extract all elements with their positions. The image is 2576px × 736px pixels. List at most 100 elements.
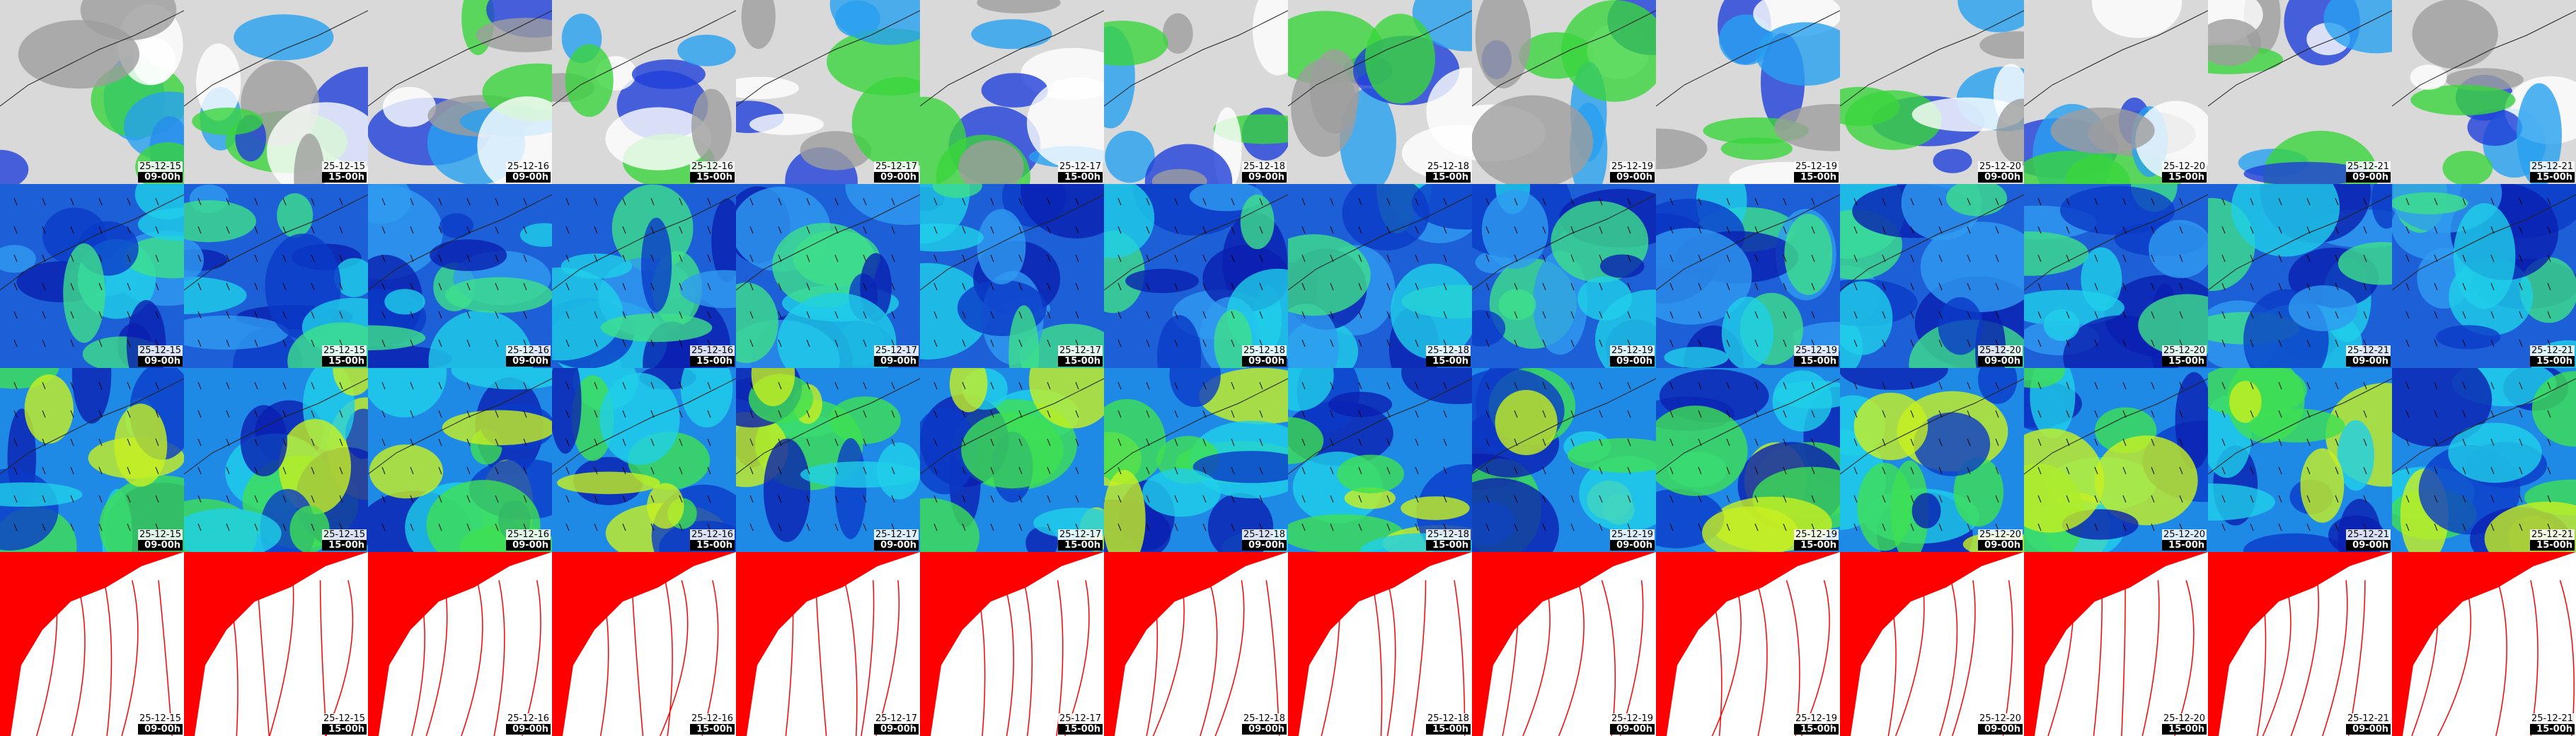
map-panel: 25-12-15 09-00h [0,0,184,184]
field-blob [1756,22,1840,86]
field-blob [1288,368,1334,411]
wind-barb [1938,381,1943,390]
wind-barb [1117,495,1122,503]
field-blob [2149,219,2208,279]
field-blob [1472,95,1594,184]
wind-barb [1514,495,1518,503]
wind-barb [381,311,386,319]
wind-barb [1117,282,1122,291]
wind-barb [495,438,499,447]
map-panel: 25-12-20 15-00h [2024,0,2208,184]
field-blob [829,0,920,45]
field-blob [1957,0,2024,33]
timestamp: 25-12-16 09-00h [505,161,551,183]
wind-barb [13,381,18,390]
wind-barb [2335,311,2339,319]
wind-barb [197,410,202,418]
wind-barb [1938,197,1943,206]
wind-barb [155,438,159,447]
time-label: 09-00h [137,724,183,735]
wind-barb [2179,254,2183,263]
wind-barb [1938,226,1943,234]
wind-barb [778,254,782,263]
wind-barb [70,197,74,206]
wind-barb [2519,339,2523,347]
wind-barb [1698,495,1702,503]
wind-barb [1882,339,1886,347]
wind-barb [2462,311,2466,319]
wind-barb [381,254,386,263]
field-blob [1475,0,1531,88]
wind-barb [1358,438,1362,447]
wind-barb [197,282,202,291]
coastline [1288,10,1472,107]
wind-barb [1698,311,1702,319]
wind-barb [622,311,626,319]
field-blob [1773,380,1840,409]
wind-barb [1047,311,1051,319]
wind-barb [749,339,754,347]
field-blob [1157,315,1202,368]
land-mass [736,552,920,736]
wind-barb [2151,282,2155,291]
wind-barb [863,495,867,503]
wind-barb [2066,523,2070,531]
wind-barb [2250,254,2254,263]
wind-barb [679,523,683,531]
wind-barb [70,254,74,263]
field-blob [1288,234,1371,316]
wind-barb [197,438,202,447]
wind-barb [1202,410,1207,418]
wind-barb [891,495,895,503]
wind-barb [1018,410,1023,418]
wind-barb [339,381,343,390]
field-blob [1391,263,1472,360]
time-label: 09-00h [1609,356,1655,367]
wind-barb [1853,523,1858,531]
wind-barb [155,466,159,475]
field-blob [2135,100,2208,180]
wind-barb [1415,523,1419,531]
field-blob [1192,451,1288,483]
wind-barb [990,226,994,234]
wind-barb [2306,226,2311,234]
wind-barb [2434,254,2438,263]
wind-barb [1882,523,1886,531]
coastline [0,378,184,475]
wind-barb [339,438,343,447]
wind-barb [2221,197,2226,206]
wind-barb [962,254,966,263]
wind-barb [2122,339,2127,347]
field-blob [430,239,507,271]
field-blob [1567,438,1656,473]
wind-barb [2434,495,2438,503]
coastline [1104,378,1288,475]
wind-barb [466,438,471,447]
wind-barb [1698,466,1702,475]
field-blob [1328,391,1393,418]
field-blob [2043,309,2080,341]
wind-barb [834,197,839,206]
wind-barb [2221,311,2226,319]
map [2392,552,2576,736]
field-blob [2288,285,2358,332]
wind-barb [1570,339,1575,347]
wind-barb [2434,311,2438,319]
timestamp: 25-12-21 09-00h [2345,713,2391,735]
date-label: 25-12-15 [321,345,367,356]
wind-barb [962,438,966,447]
wind-barb [1485,282,1490,291]
wind-barb [254,438,258,447]
field-blob [2392,192,2468,214]
wind-barb [1330,282,1334,291]
field-blob [920,407,977,495]
field-blob [123,236,184,279]
date-label: 25-12-21 [2529,713,2575,724]
isoline [1152,580,1185,736]
isoline [1952,580,1976,736]
map [0,0,184,184]
wind-barb [1386,466,1391,475]
wind-barb [679,438,683,447]
wind-barb [1910,197,1914,206]
wind-barb [650,197,655,206]
